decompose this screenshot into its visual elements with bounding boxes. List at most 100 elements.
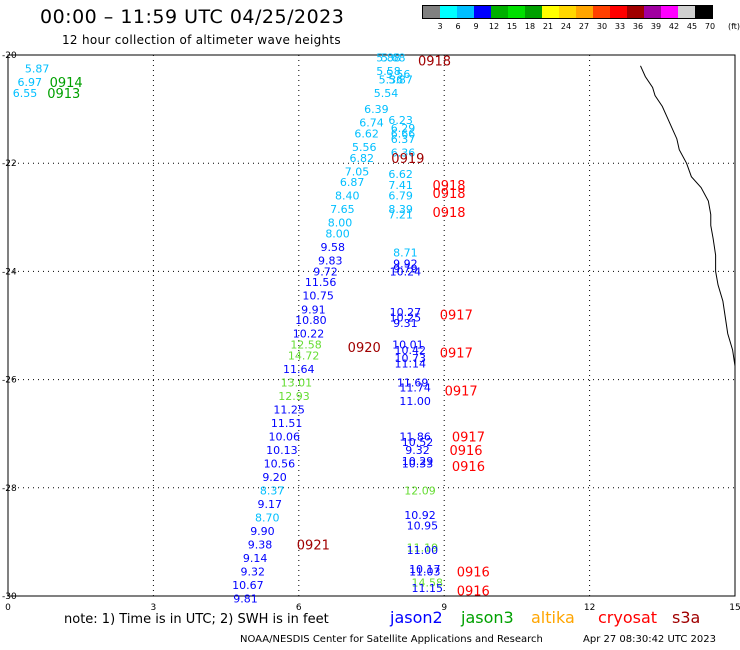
wave-height-label: 11.14: [395, 357, 427, 370]
wave-height-label: 6.79: [388, 190, 413, 203]
color-swatch: [661, 6, 678, 18]
color-scale-tick: 33: [614, 22, 626, 31]
satellite-legend: jason2 jason3 altika cryosat s3a: [0, 608, 740, 632]
wave-height-label: 6.62: [388, 168, 413, 181]
wave-height-label: 6.36: [391, 146, 416, 159]
wave-height-label: 10.29: [402, 455, 434, 468]
wave-height-label: 9.81: [233, 593, 258, 606]
wave-height-label: 10.75: [302, 290, 334, 303]
pass-time-label: 0917: [452, 430, 485, 445]
pass-time-label: 0914: [50, 76, 83, 91]
wave-height-label: 5.56: [352, 141, 377, 154]
color-swatch: [593, 6, 610, 18]
color-scale-tick: 42: [668, 22, 680, 31]
coastline-path: [640, 65, 736, 380]
wave-height-label: 11.15: [411, 582, 443, 595]
color-scale-tick: 18: [524, 22, 536, 31]
wave-height-label: 11.00: [399, 395, 431, 408]
color-swatch: [610, 6, 627, 18]
pass-time-label: 0913: [47, 87, 80, 102]
coastline: [640, 65, 736, 380]
color-swatch: [678, 6, 695, 18]
map-grid: [8, 55, 735, 596]
color-scale-tick: 9: [473, 22, 479, 31]
color-scale-unit: (ft): [727, 22, 740, 31]
y-tick-label: -26: [2, 376, 17, 386]
color-scale-tick: 45: [686, 22, 698, 31]
wave-height-label: 10.80: [295, 314, 327, 327]
wave-height-label: 10.33: [402, 457, 434, 470]
color-scale-tick: 30: [596, 22, 608, 31]
color-scale-tick: 36: [632, 22, 644, 31]
pass-time-label: 0916: [449, 444, 482, 459]
legend-entry-s3a: s3a: [672, 608, 701, 627]
wave-height-label: 6.39: [364, 103, 389, 116]
wave-height-label: 10.24: [390, 265, 422, 278]
footnote: note: 1) Time is in UTC; 2) SWH is in fe…: [64, 612, 329, 627]
color-scale-tick: 27: [578, 22, 590, 31]
wave-height-label: 9.38: [248, 539, 273, 552]
wave-height-label: 9.20: [262, 471, 287, 484]
color-scale-tick: 24: [560, 22, 572, 31]
wave-height-label: 9.72: [313, 265, 338, 278]
wave-height-label: 11.19: [407, 541, 439, 554]
color-swatch: [525, 6, 542, 18]
wave-height-label: 10.17: [409, 563, 441, 576]
x-tick-label: 3: [151, 603, 157, 610]
map-frame: [7, 54, 736, 597]
color-swatch: [542, 6, 559, 18]
wave-height-label: 10.06: [269, 430, 301, 443]
color-scale-tick: 15: [506, 22, 518, 31]
wave-height-label: 11.51: [271, 417, 303, 430]
x-tick-label: 9: [441, 603, 447, 610]
wave-height-label: 10.73: [395, 352, 427, 365]
wave-height-label: 10.52: [402, 436, 434, 449]
wave-height-label: 11.56: [305, 276, 337, 289]
wave-height-label: 6.82: [350, 152, 375, 165]
x-tick-label: 0: [5, 603, 11, 610]
wave-height-label: 9.32: [241, 566, 266, 579]
wave-height-label: 7.05: [345, 165, 370, 178]
wave-height-label: 6.37: [391, 133, 416, 146]
wave-height-label: 8.37: [260, 485, 285, 498]
wave-height-label: 7.21: [388, 209, 413, 222]
pass-time-label: 0918: [432, 187, 465, 202]
pass-time-label: 0918: [432, 179, 465, 194]
wave-height-label: 9.31: [393, 317, 418, 330]
chart-subtitle: 12 hour collection of altimeter wave hei…: [62, 33, 341, 47]
wave-height-label: 10.27: [390, 306, 422, 319]
plot-border: [7, 54, 736, 597]
wave-height-label: 10.42: [395, 344, 427, 357]
wave-height-label: 8.39: [388, 203, 413, 216]
wave-height-label: 9.58: [320, 241, 345, 254]
wave-height-label: 11.69: [397, 376, 429, 389]
pass-time-label: 0917: [445, 384, 478, 399]
wave-height-label: 14.58: [411, 576, 443, 589]
wave-height-label: 14.72: [288, 349, 320, 362]
wave-height-label: 9.83: [318, 255, 343, 268]
wave-height-label: 6.97: [18, 76, 43, 89]
legend-entry-altika: altika: [531, 608, 575, 627]
wave-height-label: 7.65: [330, 203, 355, 216]
wave-height-label: 8.00: [325, 228, 350, 241]
color-swatch: [423, 6, 440, 18]
pass-time-label: 0916: [457, 585, 490, 600]
wave-height-label: 6.87: [340, 176, 365, 189]
color-scale-swatches: [422, 5, 713, 19]
color-swatch: [644, 6, 661, 18]
wave-height-label: 8.71: [393, 246, 418, 259]
wave-height-label: 11.00: [407, 544, 439, 557]
wave-height-label: 5.54: [374, 87, 399, 100]
pass-time-label: 0919: [391, 152, 424, 167]
wave-height-label: 9.91: [301, 303, 326, 316]
wave-height-label: 10.01: [392, 338, 424, 351]
y-tick-label: -30: [2, 592, 17, 602]
wave-height-label: 10.92: [404, 509, 436, 522]
wave-height-label: 9.79: [393, 263, 418, 276]
wave-height-label: 11.03: [409, 566, 441, 579]
wave-height-label: 6.66: [391, 127, 416, 140]
legend-entry-jason2: jason2: [390, 608, 443, 627]
wave-height-label: 5.56: [386, 68, 411, 81]
wave-height-label: 6.74: [359, 117, 384, 130]
